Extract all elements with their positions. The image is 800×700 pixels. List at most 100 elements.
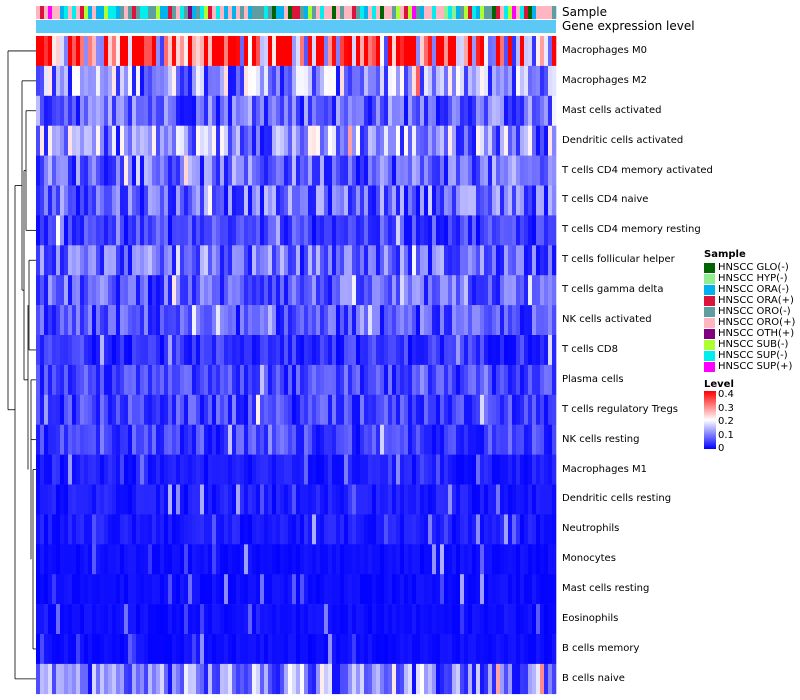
heatmap-cell bbox=[336, 65, 341, 97]
heatmap-cell bbox=[76, 604, 81, 635]
heatmap-cell bbox=[80, 364, 85, 396]
heatmap-cell bbox=[412, 95, 417, 126]
heatmap-cell bbox=[356, 155, 361, 186]
heatmap-cell bbox=[328, 95, 333, 126]
heatmap-cell bbox=[320, 634, 325, 665]
heatmap-cell bbox=[172, 484, 177, 515]
heatmap-cell bbox=[424, 544, 429, 575]
heatmap-cell bbox=[500, 65, 505, 97]
heatmap-cell bbox=[492, 275, 497, 306]
heatmap-cell bbox=[468, 215, 473, 246]
heatmap-cell bbox=[340, 275, 345, 306]
sample-legend-item: HNSCC HYP(-) bbox=[704, 273, 788, 284]
heatmap-cell bbox=[152, 484, 157, 515]
heatmap-cell bbox=[212, 484, 217, 515]
heatmap-cell bbox=[496, 36, 501, 67]
heatmap-cell bbox=[368, 305, 373, 336]
heatmap-cell bbox=[228, 663, 233, 695]
heatmap-cell bbox=[72, 663, 77, 695]
heatmap-cell bbox=[132, 454, 137, 485]
heatmap-cell bbox=[48, 95, 53, 126]
heatmap-cell bbox=[416, 245, 421, 276]
heatmap-cell bbox=[64, 574, 69, 605]
heatmap-cell bbox=[176, 95, 181, 126]
heatmap-cell bbox=[212, 95, 217, 126]
heatmap-cell bbox=[128, 215, 133, 246]
heatmap-cell bbox=[520, 335, 525, 366]
heatmap-cell bbox=[224, 125, 229, 156]
heatmap-cell bbox=[420, 155, 425, 186]
heatmap-cell bbox=[256, 604, 261, 635]
heatmap-cell bbox=[180, 275, 185, 306]
heatmap-cell bbox=[280, 36, 285, 67]
heatmap-cell bbox=[132, 663, 137, 695]
heatmap-cell bbox=[444, 95, 449, 126]
heatmap-cell bbox=[320, 65, 325, 97]
heatmap-cell bbox=[368, 544, 373, 575]
heatmap-cell bbox=[44, 604, 49, 635]
heatmap-cell bbox=[312, 574, 317, 605]
heatmap-cell bbox=[476, 634, 481, 665]
heatmap-cell bbox=[88, 275, 93, 306]
heatmap-cell bbox=[104, 65, 109, 97]
heatmap-cell bbox=[360, 634, 365, 665]
heatmap-cell bbox=[104, 514, 109, 545]
heatmap-cell bbox=[268, 36, 273, 67]
heatmap-cell bbox=[92, 514, 97, 545]
heatmap-cell bbox=[528, 155, 533, 186]
heatmap-cell bbox=[280, 185, 285, 216]
heatmap-cell bbox=[476, 364, 481, 396]
heatmap-cell bbox=[136, 155, 141, 186]
heatmap-cell bbox=[344, 215, 349, 246]
heatmap-cell bbox=[308, 364, 313, 396]
heatmap-cell bbox=[536, 663, 541, 695]
heatmap-cell bbox=[172, 305, 177, 336]
heatmap-cell bbox=[380, 95, 385, 126]
heatmap-cell bbox=[152, 95, 157, 126]
heatmap-cell bbox=[428, 394, 433, 425]
heatmap-cell bbox=[504, 634, 509, 665]
heatmap-cell bbox=[456, 484, 461, 515]
sample-annotation-cell bbox=[416, 6, 421, 19]
heatmap-cell bbox=[184, 484, 189, 515]
sample-annotation-cell bbox=[200, 6, 205, 19]
heatmap-cell bbox=[124, 663, 129, 695]
heatmap-cell bbox=[56, 245, 61, 276]
heatmap-cell bbox=[276, 364, 281, 396]
heatmap-cell bbox=[416, 305, 421, 336]
heatmap-cell bbox=[304, 335, 309, 366]
heatmap-cell bbox=[340, 484, 345, 515]
heatmap-cell bbox=[448, 574, 453, 605]
sample-annotation-cell bbox=[40, 6, 45, 19]
heatmap-cell bbox=[268, 364, 273, 396]
heatmap-cell bbox=[228, 305, 233, 336]
heatmap-cell bbox=[152, 185, 157, 216]
heatmap-cell bbox=[492, 604, 497, 635]
heatmap-cell bbox=[168, 335, 173, 366]
heatmap-cell bbox=[84, 275, 89, 306]
heatmap-cell bbox=[336, 36, 341, 67]
heatmap-cell bbox=[436, 95, 441, 126]
heatmap-cell bbox=[304, 95, 309, 126]
heatmap-cell bbox=[232, 364, 237, 396]
heatmap-cell bbox=[204, 424, 209, 455]
heatmap-cell bbox=[520, 454, 525, 485]
heatmap-cell bbox=[376, 484, 381, 515]
row-label: T cells CD4 naive bbox=[562, 194, 649, 206]
heatmap-cell bbox=[304, 424, 309, 455]
heatmap-cell bbox=[88, 185, 93, 216]
heatmap-cell bbox=[64, 36, 69, 67]
heatmap-cell bbox=[184, 604, 189, 635]
heatmap-cell bbox=[288, 36, 293, 67]
heatmap-cell bbox=[144, 275, 149, 306]
heatmap-cell bbox=[292, 454, 297, 485]
heatmap-cell bbox=[76, 185, 81, 216]
heatmap-cell bbox=[524, 364, 529, 396]
heatmap-cell bbox=[284, 454, 289, 485]
sample-annotation-cell bbox=[444, 6, 449, 19]
heatmap-cell bbox=[68, 245, 73, 276]
heatmap-cell bbox=[208, 335, 213, 366]
heatmap-cell bbox=[88, 574, 93, 605]
heatmap-cell bbox=[288, 125, 293, 156]
heatmap-cell bbox=[424, 215, 429, 246]
